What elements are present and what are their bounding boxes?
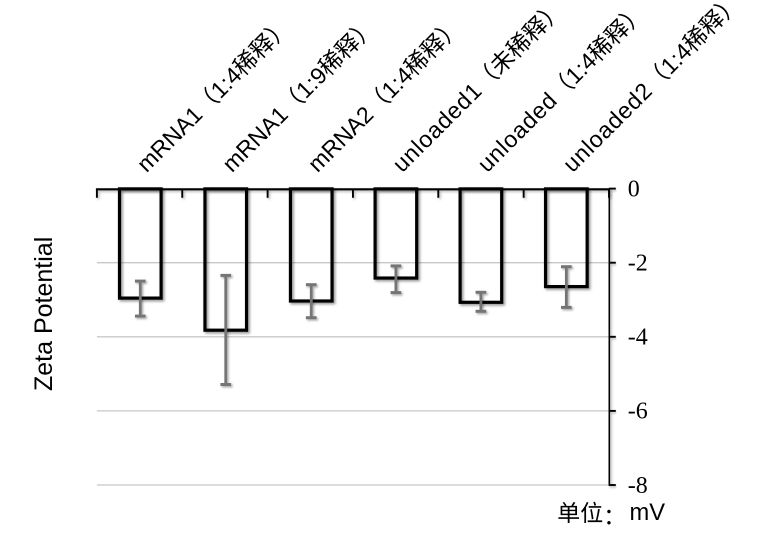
svg-text:-8: -8: [628, 473, 648, 499]
svg-text:mV: mV: [630, 500, 666, 526]
svg-text:0: 0: [628, 176, 640, 202]
svg-text:-6: -6: [628, 399, 648, 425]
svg-text:-4: -4: [628, 325, 648, 351]
svg-text:-2: -2: [628, 251, 648, 277]
svg-text:Zeta Potential: Zeta Potential: [30, 237, 58, 391]
